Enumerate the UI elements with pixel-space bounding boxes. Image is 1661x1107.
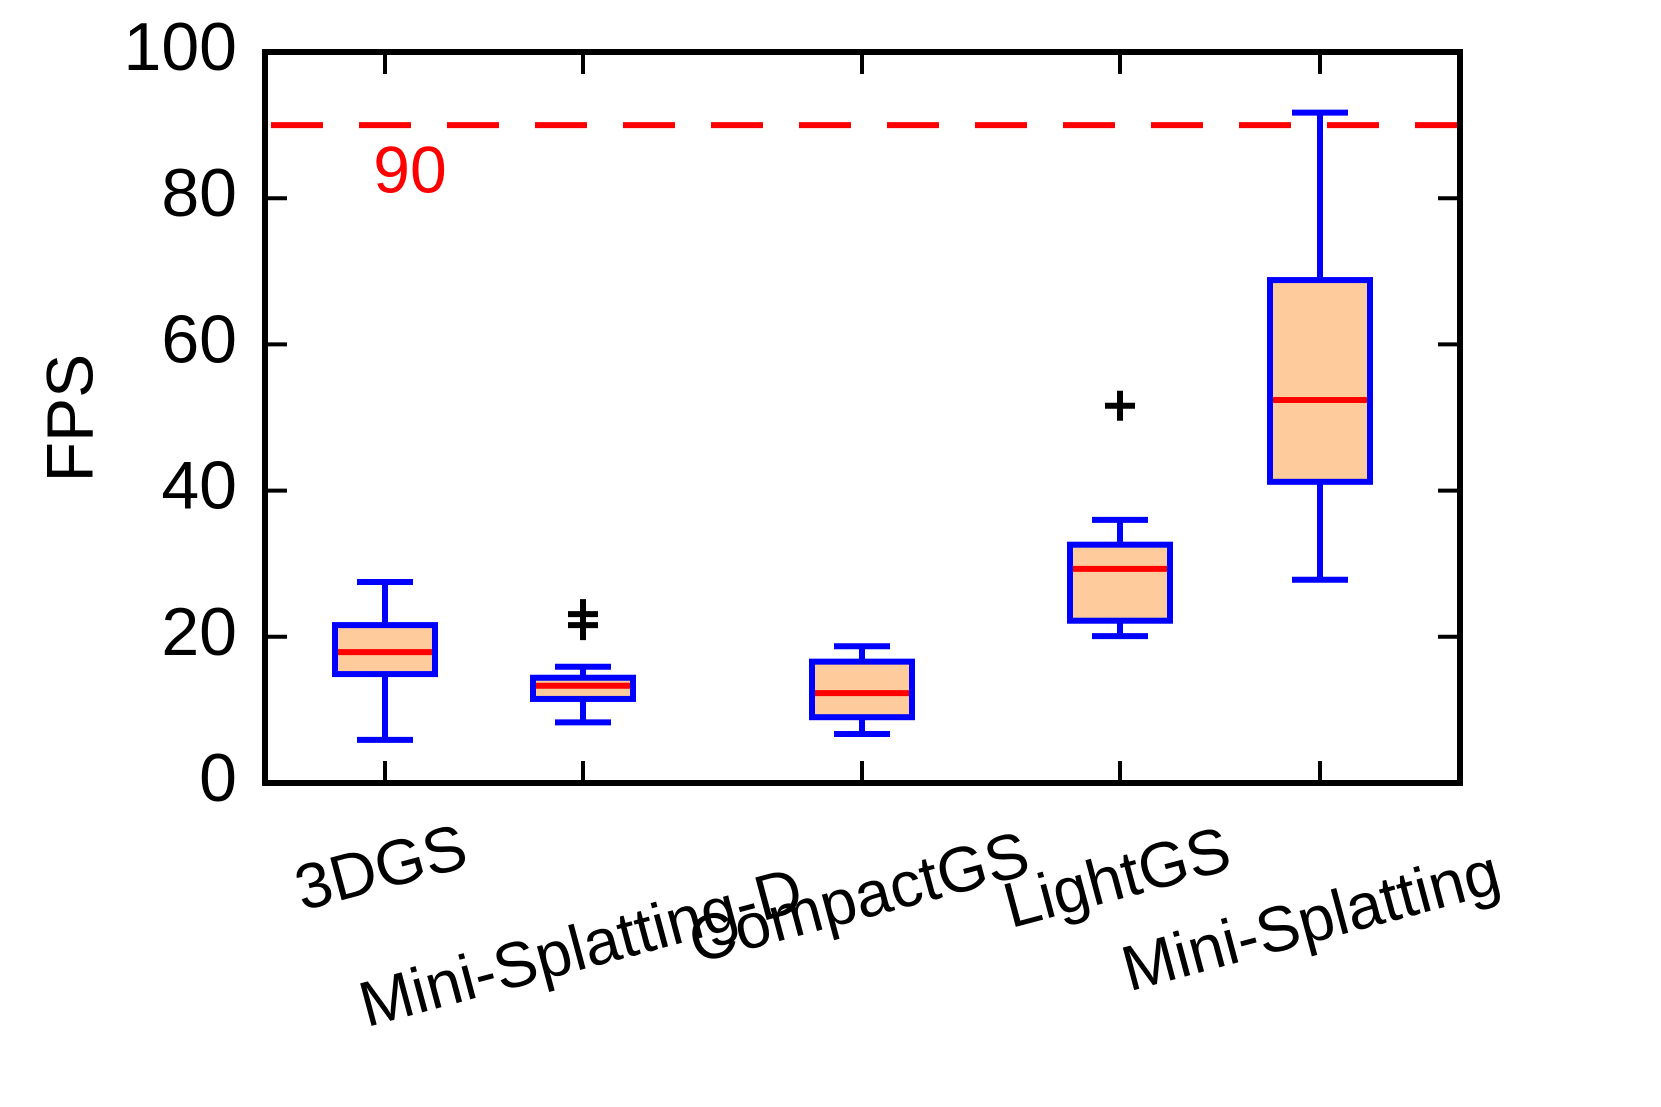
box xyxy=(809,658,915,721)
flier xyxy=(1105,390,1135,421)
box xyxy=(1067,541,1173,624)
y-axis-label: FPS xyxy=(32,354,106,482)
y-tick-label: 40 xyxy=(161,448,237,524)
y-tick-label: 100 xyxy=(124,9,237,85)
y-tick-label: 20 xyxy=(161,594,237,670)
y-tick-label: 60 xyxy=(161,301,237,377)
flier xyxy=(568,599,598,630)
y-tick-label: 0 xyxy=(199,740,237,816)
reference-label: 90 xyxy=(373,133,446,207)
box xyxy=(1267,277,1373,485)
x-tick-label: CompactGS xyxy=(681,817,1036,977)
x-tick-label: 3DGS xyxy=(287,810,474,925)
y-tick-label: 80 xyxy=(161,155,237,231)
plot-frame xyxy=(262,49,1463,786)
